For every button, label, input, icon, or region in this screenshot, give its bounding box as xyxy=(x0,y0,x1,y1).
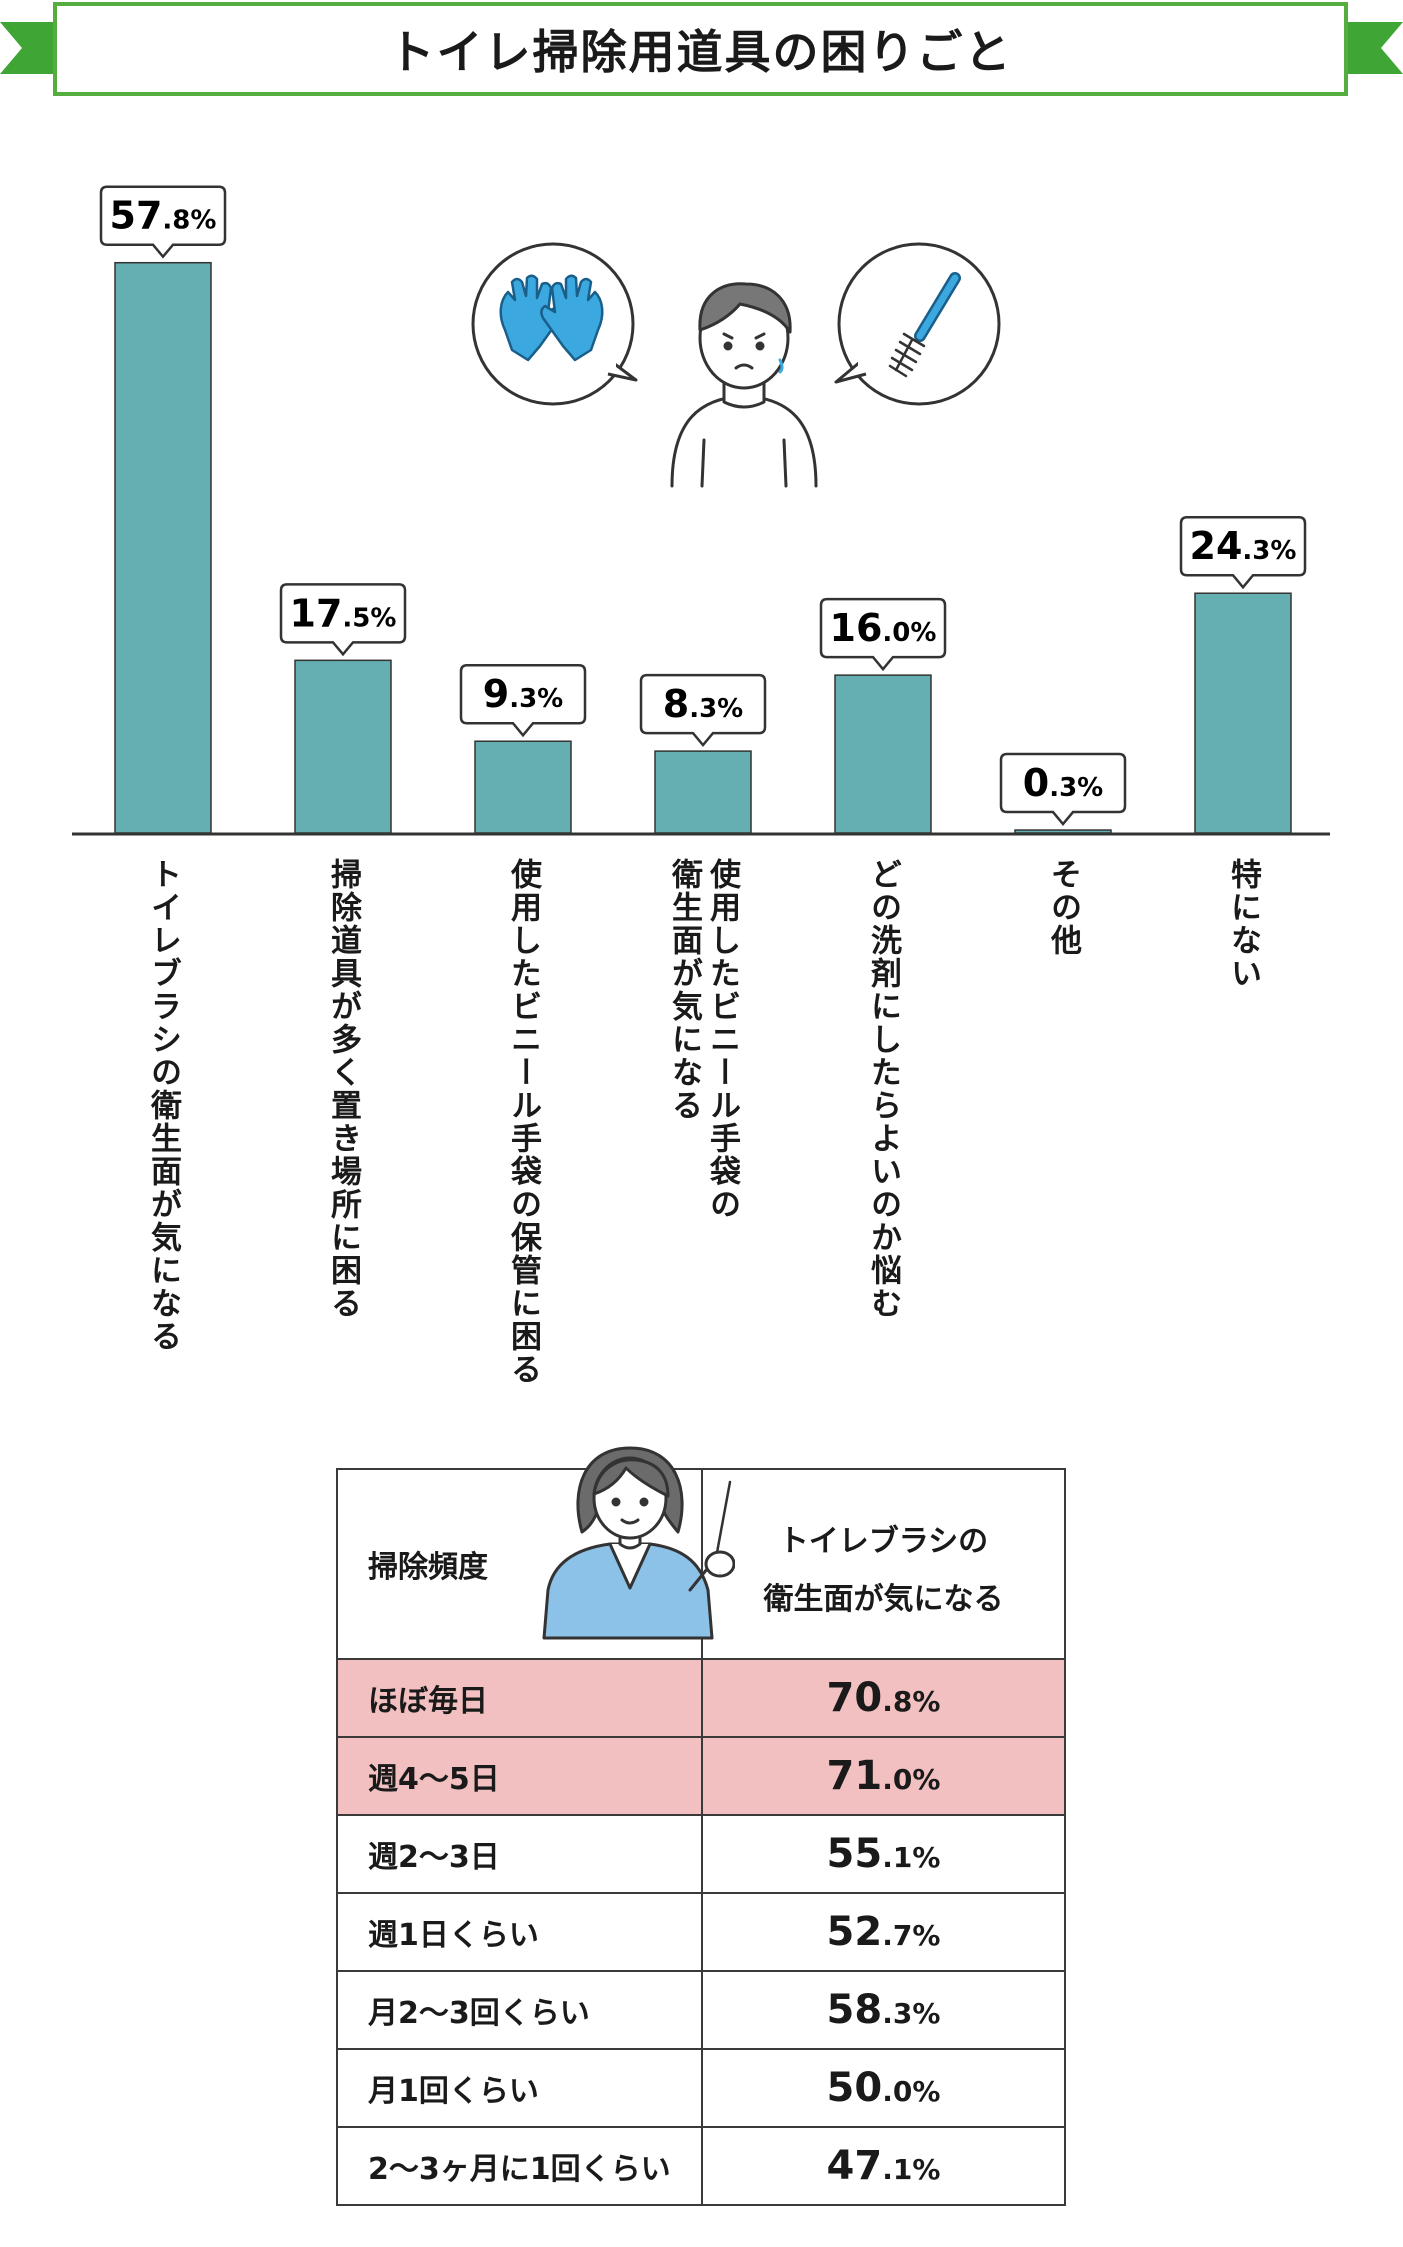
bar-1 xyxy=(114,261,212,834)
gloves-icon xyxy=(499,274,604,362)
table-row: 週1日くらい 52.7% xyxy=(336,1892,1067,1972)
bar-2 xyxy=(294,659,392,834)
value-label-5: 16.0% xyxy=(830,606,937,650)
percentage-cell: 58.3% xyxy=(700,1970,1067,2050)
value-int: 17 xyxy=(290,591,343,635)
value-callout-1 xyxy=(99,185,227,259)
table-row: 週4〜5日 71.0% xyxy=(336,1736,1067,1816)
category-label-line: その他 xyxy=(1045,858,1081,957)
value-callout-6 xyxy=(999,752,1127,826)
percentage-cell: 71.0% xyxy=(700,1736,1067,1816)
value-callout-5 xyxy=(819,597,947,672)
category-label-7: 特にない xyxy=(1224,858,1262,990)
percentage-decimal: .1% xyxy=(882,2153,941,2186)
percentage-value: 71.0% xyxy=(826,1753,941,1799)
category-label-line: 衛生面が気になる xyxy=(666,858,702,1122)
value-int: 9 xyxy=(483,672,509,716)
category-label-line: トイレブラシの衛生面が気になる xyxy=(145,858,181,1353)
table-row: 週2〜3日 55.1% xyxy=(336,1814,1067,1894)
value-label-7: 24.3% xyxy=(1190,524,1297,568)
value-int: 16 xyxy=(830,606,883,650)
table-row: 2〜3ヶ月に1回くらい 47.1% xyxy=(336,2126,1067,2206)
value-callout-4 xyxy=(639,673,767,748)
percentage-value: 47.1% xyxy=(826,2143,941,2189)
table-row: ほぼ毎日 70.8% xyxy=(336,1658,1067,1738)
percentage-cell: 55.1% xyxy=(700,1814,1067,1894)
percentage-value: 58.3% xyxy=(826,1987,941,2033)
value-int: 8 xyxy=(663,682,689,726)
frequency-cell: ほぼ毎日 xyxy=(336,1658,703,1738)
value-label-2: 17.5% xyxy=(290,591,397,635)
value-dec: .3% xyxy=(689,694,743,724)
percentage-cell: 47.1% xyxy=(700,2126,1067,2206)
value-callout-2 xyxy=(279,583,407,657)
bar-chart: 57.8%17.5%9.3% 8.3%16.0%0.3%24.3% xyxy=(72,185,1330,836)
percentage-cell: 52.7% xyxy=(700,1892,1067,1972)
category-label-line: どの洗剤にしたらよいのか悩む xyxy=(865,858,901,1320)
value-label-1: 57.8% xyxy=(110,194,217,238)
percentage-value: 50.0% xyxy=(826,2065,941,2111)
category-label-line: 使用したビニール手袋の保管に困る xyxy=(505,858,541,1386)
value-dec: .3% xyxy=(509,684,563,714)
percentage-value: 70.8% xyxy=(826,1675,941,1721)
title-banner: トイレ掃除用道具の困りごと xyxy=(53,2,1348,96)
gloves-bubble xyxy=(471,242,638,406)
value-int: 0 xyxy=(1023,761,1049,805)
category-label-5: どの洗剤にしたらよいのか悩む xyxy=(864,858,902,1320)
frequency-table: 掃除頻度 トイレブラシの 衛生面が気になる ほぼ毎日 70.8% 週4〜5日 71.0… xyxy=(336,1468,1067,2206)
percentage-cell: 50.0% xyxy=(700,2048,1067,2128)
bar-5 xyxy=(834,674,932,834)
table-row: 月1回くらい 50.0% xyxy=(336,2048,1067,2128)
frequency-cell: 週4〜5日 xyxy=(336,1736,703,1816)
value-dec: .5% xyxy=(342,603,396,633)
value-callout-7 xyxy=(1179,515,1307,590)
category-label-line: 掃除道具が多く置き場所に困る xyxy=(325,858,361,1320)
value-label-6: 0.3% xyxy=(1023,761,1103,805)
bar-7 xyxy=(1194,592,1292,834)
category-label-line: 使用したビニール手袋の xyxy=(704,858,740,1221)
frequency-cell: 月1回くらい xyxy=(336,2048,703,2128)
percentage-value: 55.1% xyxy=(826,1831,941,1877)
category-label-3: 使用したビニール手袋の保管に困る xyxy=(504,858,542,1386)
value-dec: .3% xyxy=(1049,773,1103,803)
category-label-line: 特にない xyxy=(1225,858,1261,990)
value-int: 24 xyxy=(1190,524,1243,568)
bar-4 xyxy=(654,750,752,834)
page-title: トイレ掃除用道具の困りごと xyxy=(388,25,1013,79)
header-line-2: 衛生面が気になる xyxy=(763,1582,1004,1617)
header-line-1: トイレブラシの xyxy=(778,1524,989,1559)
value-callout-3 xyxy=(459,663,587,738)
toilet-brush-icon xyxy=(888,272,961,378)
category-label-2: 掃除道具が多く置き場所に困る xyxy=(324,858,362,1320)
category-label-1: トイレブラシの衛生面が気になる xyxy=(144,858,182,1353)
percentage-decimal: .7% xyxy=(882,1919,941,1952)
category-label-6: その他 xyxy=(1044,858,1082,957)
percentage-decimal: .0% xyxy=(882,1763,941,1796)
bar-3 xyxy=(474,740,572,834)
worried-person-icon xyxy=(670,282,818,488)
frequency-cell: 2〜3ヶ月に1回くらい xyxy=(336,2126,703,2206)
value-label-4: 8.3% xyxy=(663,682,743,726)
table-header-brush-hygiene: トイレブラシの 衛生面が気になる xyxy=(700,1468,1067,1660)
value-dec: .3% xyxy=(1242,536,1296,566)
value-dec: .8% xyxy=(162,206,216,236)
value-label-3: 9.3% xyxy=(483,672,563,716)
toilet-brush-bubble xyxy=(834,242,1001,406)
value-int: 57 xyxy=(110,194,163,238)
percentage-decimal: .1% xyxy=(882,1841,941,1874)
percentage-decimal: .3% xyxy=(882,1997,941,2030)
percentage-cell: 70.8% xyxy=(700,1658,1067,1738)
percentage-value: 52.7% xyxy=(826,1909,941,1955)
frequency-cell: 週1日くらい xyxy=(336,1892,703,1972)
header-frequency-label: 掃除頻度 xyxy=(368,1550,488,1585)
frequency-cell: 週2〜3日 xyxy=(336,1814,703,1894)
frequency-cell: 月2〜3回くらい xyxy=(336,1970,703,2050)
value-dec: .0% xyxy=(882,618,936,648)
table-row: 月2〜3回くらい 58.3% xyxy=(336,1970,1067,2050)
percentage-decimal: .8% xyxy=(882,1685,941,1718)
teacher-pointer-icon xyxy=(542,1446,735,1640)
category-label-4: 使用したビニール手袋の 衛生面が気になる xyxy=(665,858,741,1221)
percentage-decimal: .0% xyxy=(882,2075,941,2108)
